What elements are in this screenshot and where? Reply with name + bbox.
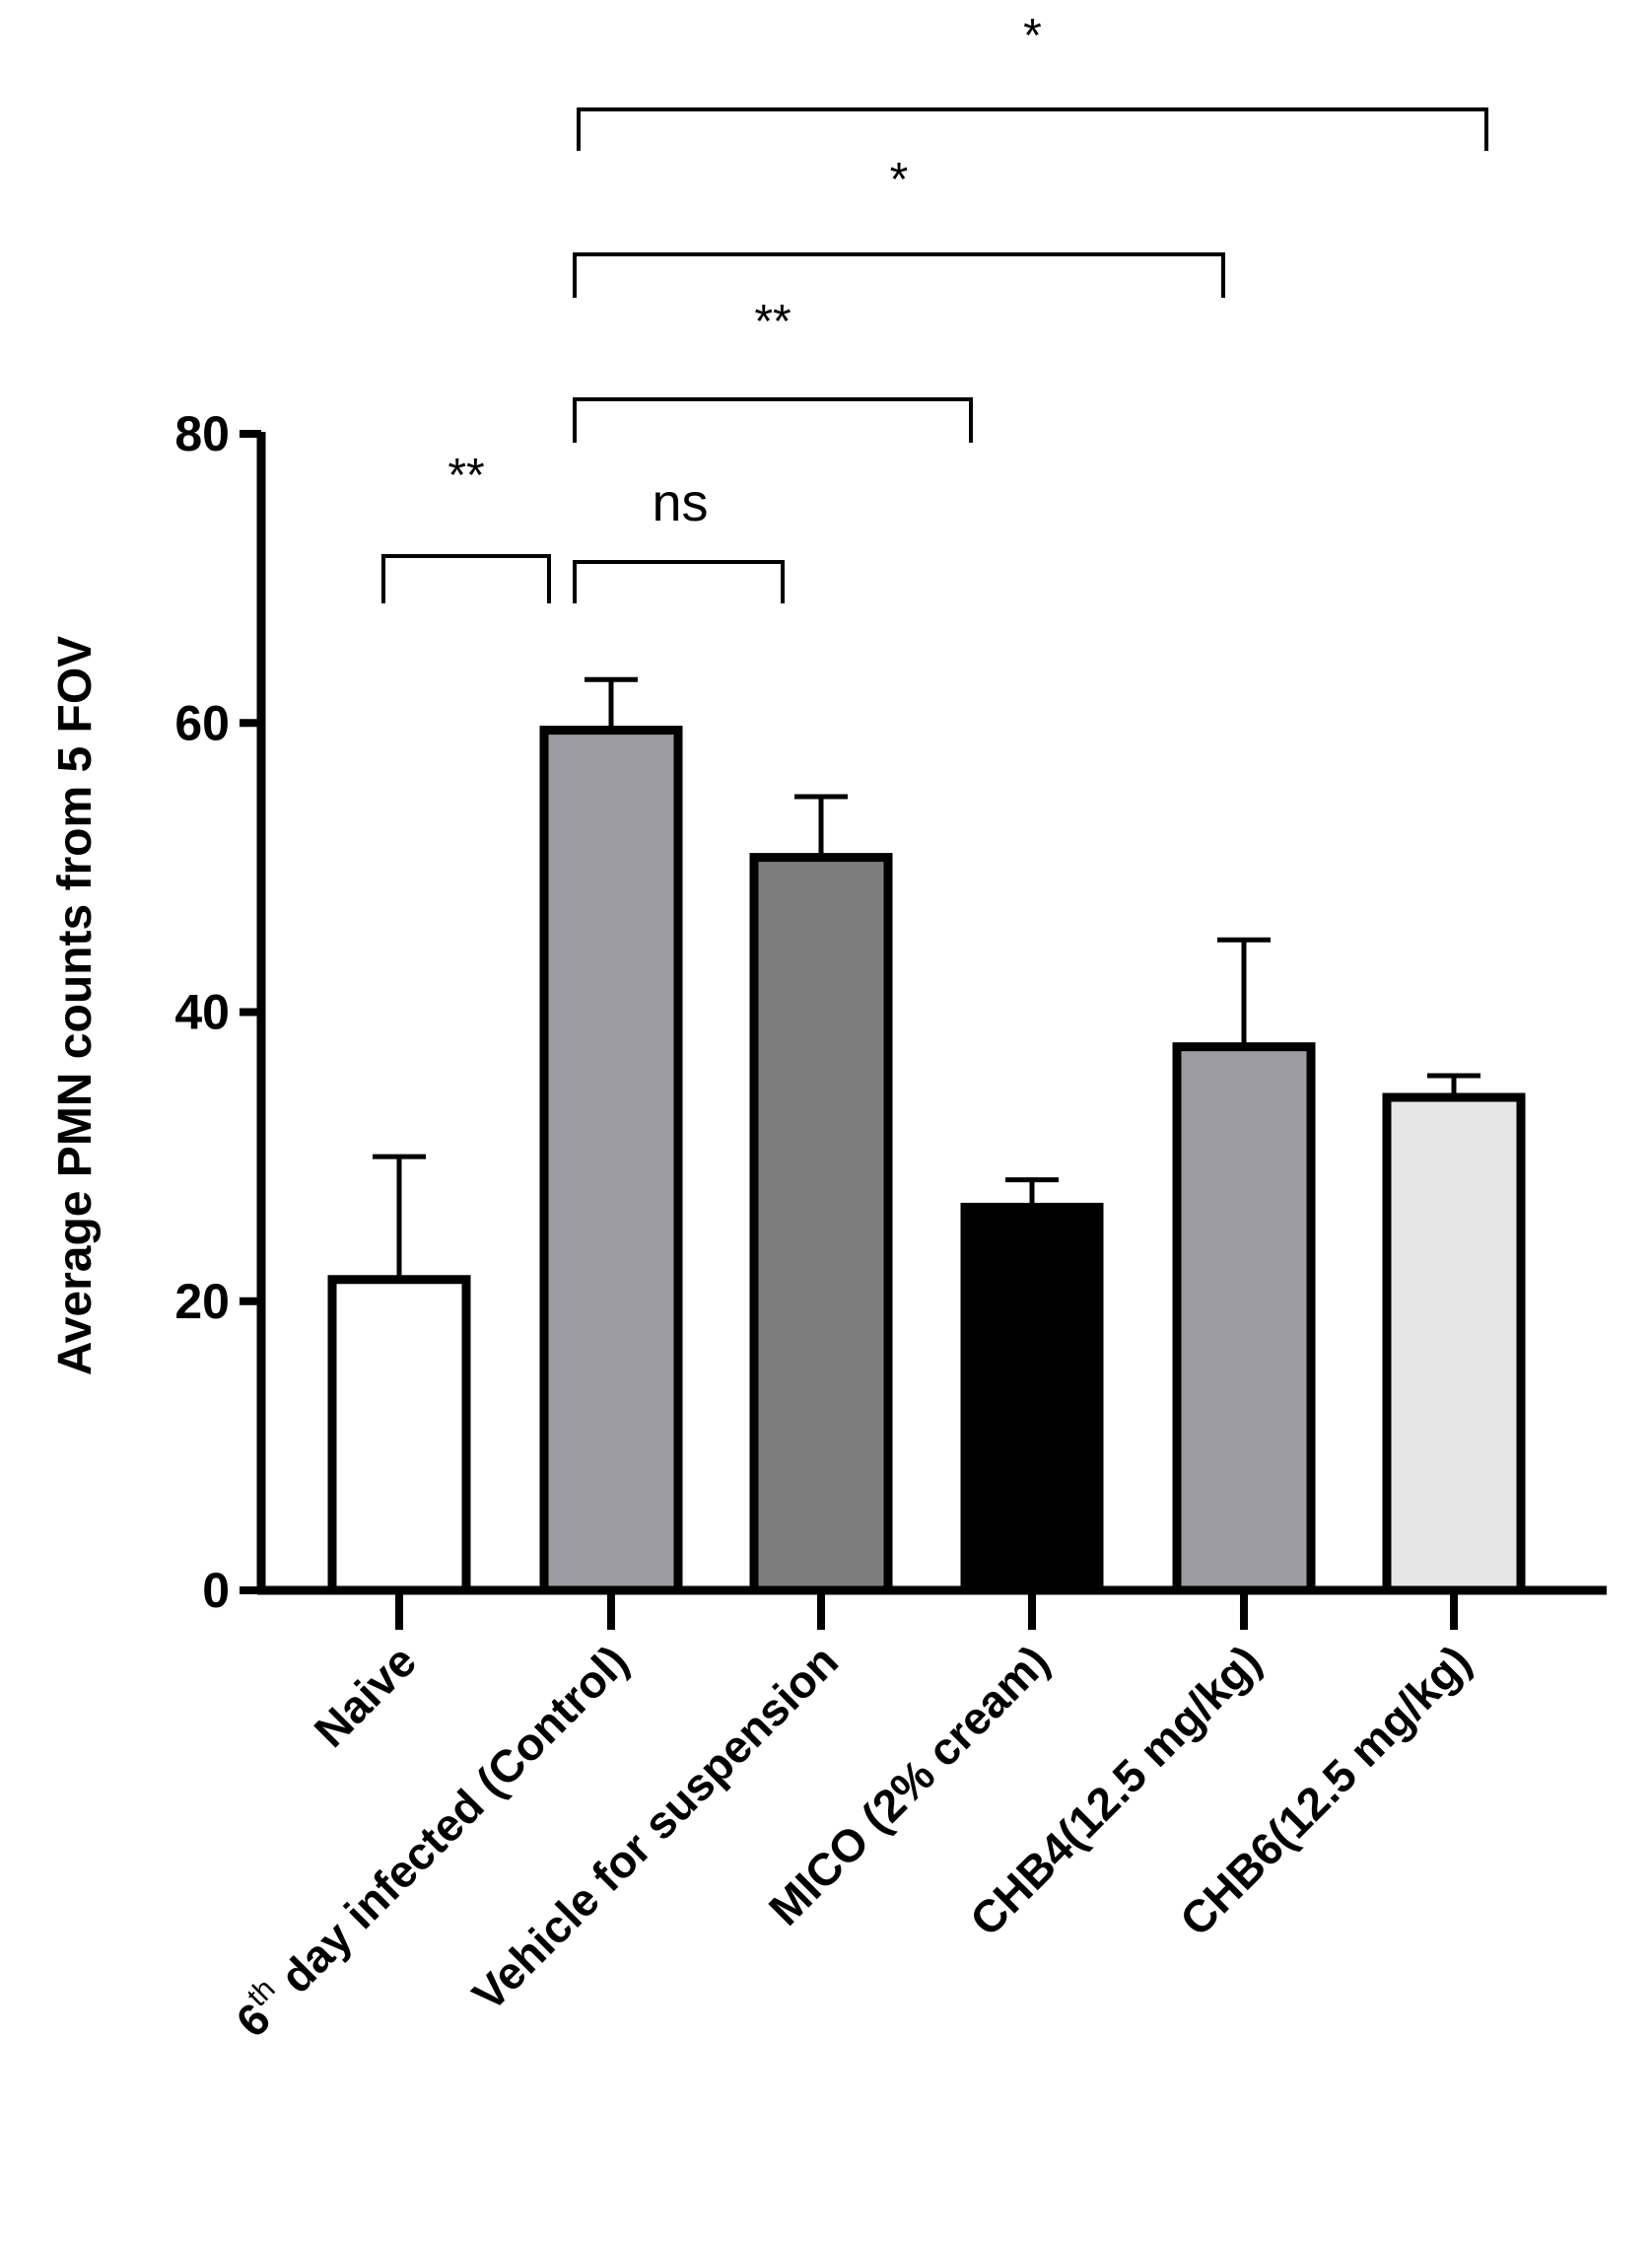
bar-1	[327, 1275, 471, 1595]
significance-bracket-4	[573, 252, 1225, 298]
bar-5	[1172, 1042, 1316, 1595]
x-tick-label-1: Naive	[305, 1635, 427, 1757]
y-axis-label: Average PMN counts from 5 FOV	[49, 636, 102, 1375]
significance-label-4: *	[890, 154, 909, 206]
y-tick-label-60: 60	[174, 695, 230, 750]
y-tick-label-20: 20	[174, 1274, 230, 1329]
significance-bracket-5	[577, 107, 1488, 151]
error-bars	[373, 676, 1480, 1280]
bar-4	[960, 1202, 1104, 1595]
bar-3	[749, 853, 893, 1595]
bars	[327, 726, 1526, 1595]
significance-bracket-1	[381, 554, 551, 603]
y-tick-label-80: 80	[174, 406, 230, 461]
y-tick-label-0: 0	[202, 1563, 230, 1618]
significance-bracket-2	[573, 560, 785, 603]
significance-label-1: **	[447, 450, 484, 502]
significance-label-2: ns	[652, 473, 708, 532]
significance-bracket-3	[573, 397, 973, 443]
x-tick-label-3: Vehicle for suspension	[462, 1635, 848, 2020]
bar-6	[1382, 1092, 1526, 1595]
significance-brackets: ** ns****	[381, 10, 1488, 603]
y-tick-label-40: 40	[174, 985, 230, 1040]
significance-label-3: **	[754, 296, 791, 348]
bar-2	[539, 726, 683, 1595]
significance-label-5: *	[1023, 10, 1042, 62]
axes: 0 20 40 60 80	[174, 406, 1607, 1630]
x-tick-label-2: 6th day infected (Control)	[224, 1632, 639, 2047]
